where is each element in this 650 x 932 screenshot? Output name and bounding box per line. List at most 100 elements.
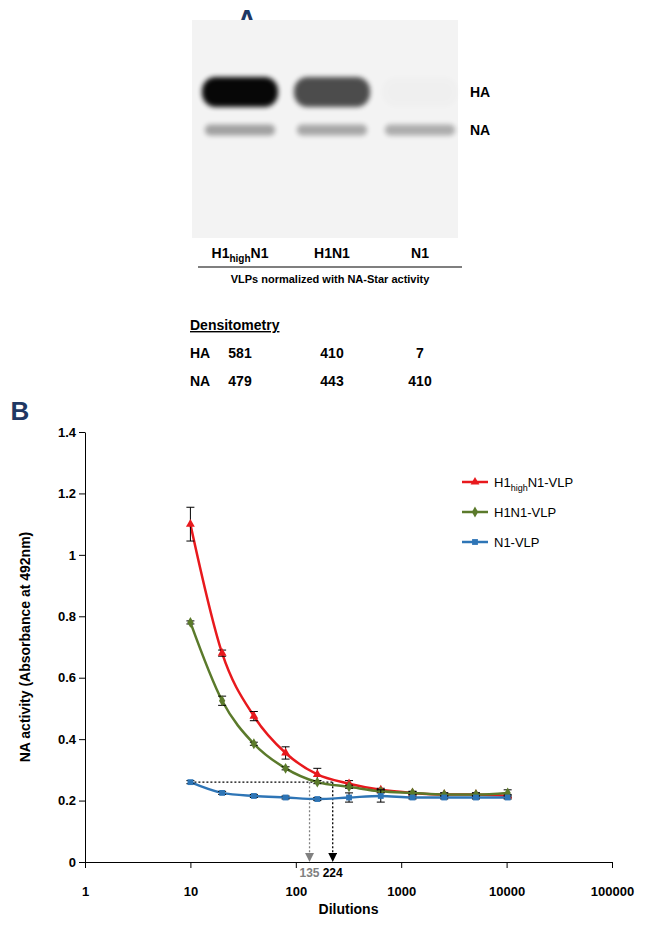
tick-mark xyxy=(612,862,613,868)
error-cap xyxy=(282,759,290,760)
error-cap xyxy=(377,802,385,803)
y-axis: 0 0.2 0.4 0.6 0.8 1 1.2 1.4 xyxy=(58,425,86,870)
tick-label: 0 xyxy=(69,855,76,870)
annotation-arrow xyxy=(309,782,310,861)
tick-label: 0.6 xyxy=(58,670,76,685)
data-point xyxy=(219,695,225,706)
table-cell: 479 xyxy=(228,373,252,389)
tick-mark xyxy=(79,616,85,617)
data-point xyxy=(346,795,352,801)
legend: H1highN1-VLPH1N1-VLPN1-VLP xyxy=(462,475,573,550)
table-cell: 443 xyxy=(320,373,344,389)
error-cap xyxy=(377,789,385,790)
tick: 1.4 xyxy=(58,425,85,440)
tick-mark xyxy=(401,862,402,868)
annotation-arrow xyxy=(332,782,333,861)
tick: 0.2 xyxy=(58,793,85,808)
data-point xyxy=(473,789,479,800)
legend-label: N1-VLP xyxy=(494,535,540,550)
data-point xyxy=(441,789,447,800)
tick-label: 1000 xyxy=(387,884,416,899)
data-point xyxy=(219,790,225,796)
data-point xyxy=(378,793,384,799)
tick-mark xyxy=(85,862,86,868)
data-point xyxy=(283,795,289,801)
x-axis-title: Dilutions xyxy=(319,901,379,917)
band-label: HA xyxy=(470,84,490,100)
tick: 1000 xyxy=(387,862,416,899)
error-bar xyxy=(345,793,353,802)
annotations xyxy=(190,782,332,861)
annotation-label: 224 xyxy=(323,866,343,880)
data-point xyxy=(187,617,193,628)
error-cap xyxy=(186,507,194,508)
table-cell: 7 xyxy=(416,345,424,361)
data-point xyxy=(249,711,258,719)
legend-label: H1N1-VLP xyxy=(494,505,556,520)
data-point xyxy=(346,781,352,792)
tick-mark xyxy=(190,862,191,868)
lane-label: H1N1 xyxy=(314,245,350,261)
data-point xyxy=(251,738,257,749)
data-point xyxy=(410,795,416,801)
tick: 0.8 xyxy=(58,609,85,624)
band-label: NA xyxy=(470,122,490,138)
tick-label: 1 xyxy=(82,884,89,899)
tick: 10000 xyxy=(489,862,525,899)
data-point xyxy=(441,795,447,801)
plot-marks xyxy=(186,507,512,802)
table-cell: 581 xyxy=(228,345,252,361)
tick-mark xyxy=(507,862,508,868)
tick: 1 xyxy=(69,548,85,563)
error-cap xyxy=(345,802,353,803)
error-cap xyxy=(282,746,290,747)
data-point xyxy=(281,748,290,756)
error-cap xyxy=(377,789,385,790)
blot-band xyxy=(382,77,458,107)
tick-label: 0.4 xyxy=(58,732,77,747)
tick: 100000 xyxy=(591,862,634,899)
y-axis-line xyxy=(85,433,86,863)
annotation-label: 135 xyxy=(300,866,320,880)
panel-label: B xyxy=(11,396,30,426)
series-line xyxy=(190,622,507,794)
caption-rule xyxy=(198,266,462,267)
error-bar xyxy=(250,712,258,721)
x-axis-line xyxy=(86,862,613,863)
legend-item: N1-VLP xyxy=(462,535,540,550)
tick-label: 0.2 xyxy=(58,793,76,808)
tick-mark xyxy=(79,555,85,556)
legend-marker xyxy=(472,539,478,545)
blot-band xyxy=(297,125,367,136)
data-point xyxy=(187,779,193,785)
tick-mark xyxy=(79,739,85,740)
data-point xyxy=(314,777,320,788)
error-bar xyxy=(282,747,290,759)
tick: 0.4 xyxy=(58,732,85,747)
tick-mark xyxy=(79,862,85,863)
table-title: Densitometry xyxy=(190,317,280,333)
tick-mark xyxy=(296,862,297,868)
data-point xyxy=(218,648,227,656)
tick: 10 xyxy=(184,862,198,899)
lane-label: H1highN1 xyxy=(212,245,269,264)
data-point xyxy=(505,795,511,801)
error-cap xyxy=(186,541,194,542)
tick-mark xyxy=(79,493,85,494)
series-line xyxy=(190,524,507,796)
blot-band xyxy=(202,77,278,107)
tick-label: 100000 xyxy=(591,884,634,899)
data-point xyxy=(473,795,479,801)
table-row-label: NA xyxy=(190,373,210,389)
data-point xyxy=(251,793,257,799)
tick: 1.2 xyxy=(58,486,85,501)
error-cap xyxy=(313,768,321,769)
blot-band xyxy=(294,77,370,107)
table-row-label: HA xyxy=(190,345,210,361)
data-point xyxy=(314,796,320,802)
error-cap xyxy=(250,720,258,721)
blot-band xyxy=(385,125,455,136)
tick-label: 0.8 xyxy=(58,609,76,624)
tick-label: 1.2 xyxy=(58,486,76,501)
figure: AHANAH1highN1H1N1N1VLPs normalized with … xyxy=(0,0,650,932)
